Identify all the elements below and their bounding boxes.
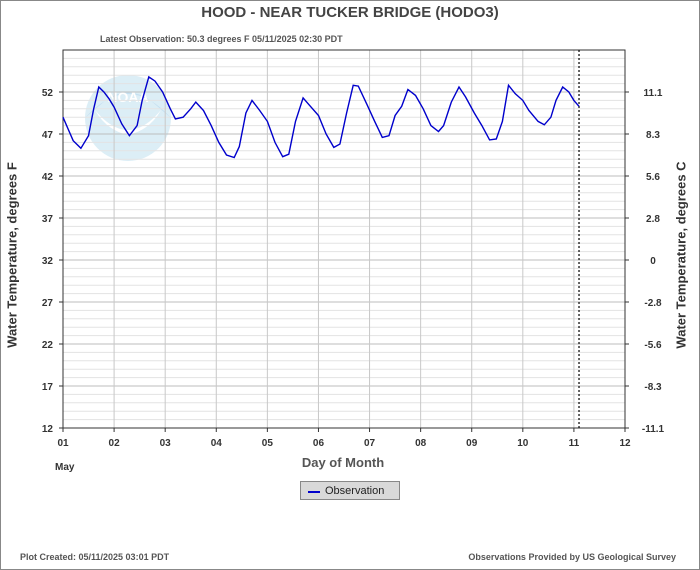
y-left-tick-label: 47 [42, 130, 54, 141]
y-right-tick-label: 5.6 [646, 172, 660, 183]
x-tick-label: 11 [569, 438, 580, 449]
y-axis-right: -11.1 -8.3 -5.6 -2.8 0 2.8 5.6 8.3 11.1 [625, 88, 665, 435]
chart-grid [62, 49, 626, 429]
y-left-tick-label: 37 [42, 214, 54, 225]
plot-area [62, 49, 626, 429]
x-tick-label: 03 [160, 438, 172, 449]
y-right-tick-label: -8.3 [644, 382, 662, 393]
x-tick-label: 10 [517, 438, 529, 449]
legend-label-observation: Observation [325, 485, 385, 497]
latest-observation-text: Latest Observation: 50.3 degrees F 05/11… [100, 34, 343, 44]
y-right-tick-label: -5.6 [644, 340, 662, 351]
x-tick-label: 08 [415, 438, 427, 449]
y-axis-right-title: Water Temperature, degrees C [673, 161, 689, 349]
series-line-observation [62, 75, 580, 159]
y-left-tick-label: 32 [42, 256, 54, 267]
chart-title: HOOD - NEAR TUCKER BRIDGE (HODO3) [201, 4, 499, 21]
plot-created-text: Plot Created: 05/11/2025 03:01 PDT [20, 552, 170, 562]
month-label: May [55, 462, 75, 473]
x-tick-label: 01 [57, 438, 69, 449]
y-right-tick-label: 0 [650, 256, 656, 267]
y-left-tick-label: 27 [42, 298, 54, 309]
x-tick-label: 05 [262, 438, 274, 449]
y-left-tick-label: 52 [42, 88, 54, 99]
x-tick-label: 09 [466, 438, 478, 449]
y-left-tick-label: 17 [42, 382, 54, 393]
y-right-tick-label: 2.8 [646, 214, 660, 225]
svg-text:NOAA: NOAA [107, 89, 148, 105]
x-tick-label: 02 [109, 438, 121, 449]
y-right-tick-label: 8.3 [646, 130, 660, 141]
x-axis-title: Day of Month [301, 455, 385, 470]
x-tick-label: 07 [364, 438, 376, 449]
y-left-tick-label: 12 [42, 424, 54, 435]
y-right-tick-label: -11.1 [642, 424, 665, 435]
legend-swatch-observation [308, 491, 320, 493]
data-provider-text: Observations Provided by US Geological S… [468, 552, 676, 562]
y-axis-left-title: Water Temperature, degrees F [4, 162, 20, 348]
x-tick-label: 06 [313, 438, 325, 449]
y-left-tick-label: 22 [42, 340, 54, 351]
x-tick-label: 04 [211, 438, 223, 449]
x-tick-label: 12 [619, 438, 631, 449]
legend: Observation [300, 481, 400, 500]
x-axis: 01 02 03 04 05 06 07 08 09 10 11 12 [57, 428, 631, 449]
y-right-tick-label: -2.8 [644, 298, 662, 309]
y-right-tick-label: 11.1 [644, 88, 663, 99]
y-left-tick-label: 42 [42, 172, 54, 183]
y-axis-left: 12 17 22 27 32 37 42 47 52 [42, 88, 63, 435]
